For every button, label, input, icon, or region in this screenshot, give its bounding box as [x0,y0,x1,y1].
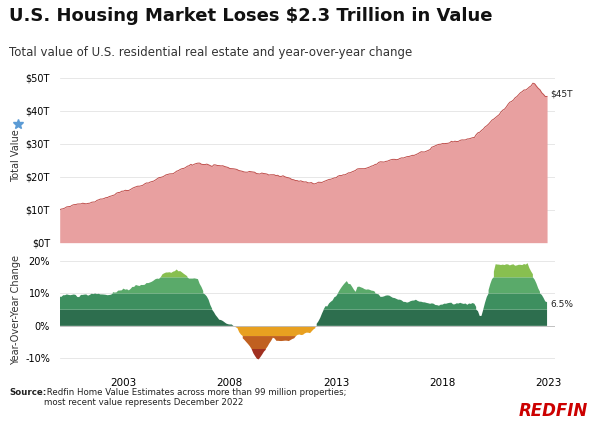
Text: Source:: Source: [9,388,46,397]
Text: U.S. Housing Market Loses $2.3 Trillion in Value: U.S. Housing Market Loses $2.3 Trillion … [9,7,493,25]
Text: $45T: $45T [550,90,573,99]
Y-axis label: Total Value: Total Value [11,129,21,182]
Text: Redfin Home Value Estimates across more than 99 million properties;
most recent : Redfin Home Value Estimates across more … [44,388,346,407]
Text: REDFIN: REDFIN [519,403,588,420]
Y-axis label: Year-Over-Year Change: Year-Over-Year Change [11,254,21,365]
Text: Total value of U.S. residential real estate and year-over-year change: Total value of U.S. residential real est… [9,46,412,59]
Text: 6.5%: 6.5% [550,300,573,309]
